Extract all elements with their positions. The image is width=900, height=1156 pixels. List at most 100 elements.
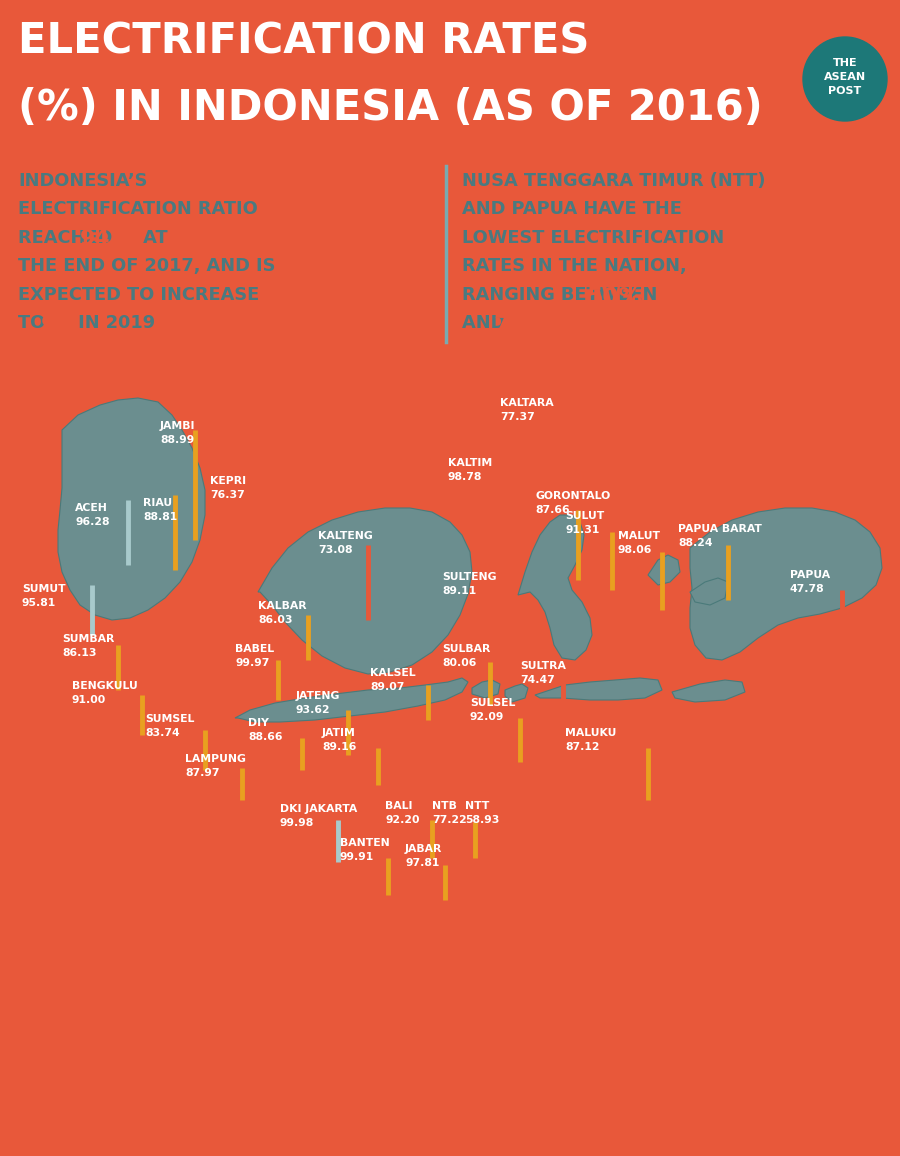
- Text: SULTRA: SULTRA: [520, 661, 566, 670]
- Text: 70%: 70%: [493, 314, 549, 338]
- Polygon shape: [235, 679, 468, 722]
- Text: SULSEL: SULSEL: [470, 698, 516, 707]
- Text: 88.81: 88.81: [143, 512, 177, 523]
- Text: GORONTALO: GORONTALO: [535, 491, 610, 501]
- Text: 88.66: 88.66: [248, 732, 283, 742]
- Text: SULBAR: SULBAR: [442, 644, 490, 654]
- Text: 89.16: 89.16: [322, 742, 356, 753]
- Text: 47.78: 47.78: [790, 584, 824, 594]
- Text: MALUT: MALUT: [618, 531, 660, 541]
- Text: 87.97: 87.97: [185, 768, 220, 778]
- Text: THE END OF 2017, AND IS: THE END OF 2017, AND IS: [18, 258, 275, 275]
- Text: IN 2019: IN 2019: [72, 314, 155, 333]
- Text: PAPUA BARAT: PAPUA BARAT: [678, 524, 762, 534]
- Text: SUMSEL: SUMSEL: [145, 714, 194, 724]
- Text: NUSA TENGGARA TIMUR (NTT): NUSA TENGGARA TIMUR (NTT): [462, 172, 766, 190]
- Polygon shape: [472, 680, 500, 698]
- Circle shape: [803, 37, 887, 121]
- Text: NTB: NTB: [432, 801, 457, 812]
- Polygon shape: [535, 679, 662, 701]
- Text: KALSEL: KALSEL: [370, 668, 416, 679]
- Text: 96.28: 96.28: [75, 517, 110, 527]
- Text: 95.81: 95.81: [22, 598, 56, 608]
- Polygon shape: [58, 398, 205, 620]
- Text: BANTEN: BANTEN: [340, 838, 390, 849]
- Text: SULTENG: SULTENG: [442, 572, 497, 581]
- Text: RIAU: RIAU: [143, 498, 172, 507]
- Polygon shape: [505, 684, 528, 702]
- Text: JABAR: JABAR: [405, 844, 443, 854]
- Text: 86.13: 86.13: [62, 649, 96, 658]
- Text: 94.91%: 94.91%: [80, 229, 172, 249]
- Text: ELECTRIFICATION RATIO: ELECTRIFICATION RATIO: [18, 200, 257, 218]
- Text: INDONESIA’S: INDONESIA’S: [18, 172, 148, 190]
- Text: 99.91: 99.91: [340, 852, 374, 862]
- Text: 91.31: 91.31: [565, 525, 599, 535]
- Text: SUMUT: SUMUT: [22, 584, 66, 594]
- Text: 83.74: 83.74: [145, 728, 180, 738]
- Text: KEPRI: KEPRI: [210, 476, 246, 486]
- Text: 99.97: 99.97: [235, 658, 269, 668]
- Text: AND: AND: [462, 314, 511, 333]
- Text: BENGKULU: BENGKULU: [72, 681, 138, 691]
- Text: 74.47: 74.47: [520, 675, 554, 686]
- Text: BABEL: BABEL: [235, 644, 274, 654]
- Text: 89.11: 89.11: [442, 586, 476, 596]
- Text: REACHED: REACHED: [18, 229, 119, 247]
- Text: 77.22: 77.22: [432, 815, 467, 825]
- Polygon shape: [690, 578, 728, 605]
- Polygon shape: [518, 516, 592, 660]
- Text: NTT: NTT: [465, 801, 490, 812]
- Text: KALTENG: KALTENG: [318, 531, 373, 541]
- Text: KALTIM: KALTIM: [448, 458, 492, 468]
- Text: 87.12: 87.12: [565, 742, 599, 753]
- Text: POST: POST: [828, 86, 861, 96]
- Text: DKI JAKARTA: DKI JAKARTA: [280, 805, 357, 814]
- Text: 77.37: 77.37: [500, 412, 535, 422]
- Text: 88.99: 88.99: [160, 435, 194, 445]
- Polygon shape: [672, 680, 745, 702]
- Text: JAMBI: JAMBI: [160, 421, 195, 431]
- Text: 50%: 50%: [586, 286, 642, 309]
- Text: (%) IN INDONESIA (AS OF 2016): (%) IN INDONESIA (AS OF 2016): [18, 87, 763, 129]
- Text: 58.93: 58.93: [465, 815, 500, 825]
- Text: EXPECTED TO INCREASE: EXPECTED TO INCREASE: [18, 286, 259, 304]
- Text: ACEH: ACEH: [75, 503, 108, 513]
- Text: LAMPUNG: LAMPUNG: [185, 754, 246, 764]
- Text: 89.07: 89.07: [370, 682, 404, 692]
- Text: AT: AT: [138, 229, 168, 247]
- Text: 86.03: 86.03: [258, 615, 292, 625]
- Text: 92.20: 92.20: [385, 815, 419, 825]
- Text: 92.09: 92.09: [470, 712, 504, 722]
- Polygon shape: [258, 507, 472, 674]
- Text: KALBAR: KALBAR: [258, 601, 307, 612]
- Text: 73.08: 73.08: [318, 544, 353, 555]
- Polygon shape: [690, 507, 882, 660]
- Text: 98.78: 98.78: [448, 472, 482, 482]
- Text: THE: THE: [832, 58, 858, 68]
- Text: PAPUA: PAPUA: [790, 570, 830, 580]
- Text: TO: TO: [18, 314, 51, 333]
- Text: LOWEST ELECTRIFICATION: LOWEST ELECTRIFICATION: [462, 229, 724, 247]
- Text: 88.24: 88.24: [678, 538, 713, 548]
- Text: 93.62: 93.62: [296, 705, 330, 716]
- Text: JATENG: JATENG: [296, 691, 340, 701]
- Polygon shape: [648, 555, 680, 585]
- Text: ELECTRIFICATION RATES: ELECTRIFICATION RATES: [18, 21, 590, 62]
- Text: SULUT: SULUT: [565, 511, 604, 521]
- Text: 91.00: 91.00: [72, 695, 106, 705]
- Text: DIY: DIY: [248, 718, 269, 728]
- Text: BALI: BALI: [385, 801, 412, 812]
- Text: 76.37: 76.37: [210, 490, 245, 501]
- Text: AND PAPUA HAVE THE: AND PAPUA HAVE THE: [462, 200, 682, 218]
- Text: 97.81: 97.81: [405, 858, 439, 868]
- Text: 87.66: 87.66: [535, 505, 570, 516]
- Text: SUMBAR: SUMBAR: [62, 633, 114, 644]
- Text: RATES IN THE NATION,: RATES IN THE NATION,: [462, 258, 687, 275]
- Text: MALUKU: MALUKU: [565, 728, 617, 738]
- Text: KALTARA: KALTARA: [500, 398, 554, 408]
- Text: 99.98: 99.98: [280, 818, 314, 828]
- Text: RANGING BETWEEN: RANGING BETWEEN: [462, 286, 663, 304]
- Text: JATIM: JATIM: [322, 728, 356, 738]
- Text: ASEAN: ASEAN: [824, 72, 866, 82]
